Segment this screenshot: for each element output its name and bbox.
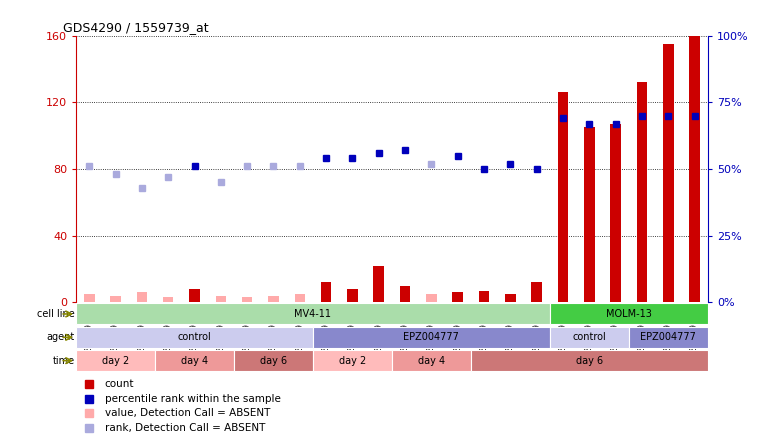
- Bar: [215, 296, 226, 302]
- Text: day 4: day 4: [418, 356, 445, 366]
- Text: GDS4290 / 1559739_at: GDS4290 / 1559739_at: [63, 21, 209, 34]
- Text: day 6: day 6: [576, 356, 603, 366]
- Text: control: control: [177, 332, 212, 342]
- Bar: [163, 297, 174, 302]
- Bar: [155, 350, 234, 371]
- Text: EPZ004777: EPZ004777: [403, 332, 460, 342]
- Bar: [392, 350, 471, 371]
- Text: percentile rank within the sample: percentile rank within the sample: [104, 393, 280, 404]
- Text: agent: agent: [46, 332, 75, 342]
- Bar: [374, 266, 384, 302]
- Bar: [479, 291, 489, 302]
- Text: rank, Detection Call = ABSENT: rank, Detection Call = ABSENT: [104, 423, 265, 433]
- Bar: [110, 296, 121, 302]
- Text: day 6: day 6: [260, 356, 287, 366]
- Bar: [295, 294, 305, 302]
- Text: day 2: day 2: [102, 356, 129, 366]
- Bar: [400, 285, 410, 302]
- Bar: [689, 36, 700, 302]
- Bar: [242, 297, 253, 302]
- Text: cell line: cell line: [37, 309, 75, 319]
- Bar: [426, 294, 437, 302]
- Bar: [313, 327, 549, 348]
- Bar: [347, 289, 358, 302]
- Bar: [189, 289, 200, 302]
- Text: time: time: [53, 356, 75, 366]
- Bar: [76, 327, 313, 348]
- Bar: [471, 350, 708, 371]
- Bar: [558, 92, 568, 302]
- Bar: [610, 124, 621, 302]
- Text: count: count: [104, 379, 134, 389]
- Bar: [76, 350, 155, 371]
- Bar: [505, 294, 516, 302]
- Bar: [313, 350, 392, 371]
- Text: control: control: [572, 332, 607, 342]
- Bar: [531, 282, 542, 302]
- Text: value, Detection Call = ABSENT: value, Detection Call = ABSENT: [104, 408, 270, 418]
- Bar: [76, 303, 549, 325]
- Bar: [268, 296, 279, 302]
- Bar: [637, 82, 647, 302]
- Bar: [234, 350, 313, 371]
- Bar: [137, 292, 147, 302]
- Text: day 4: day 4: [181, 356, 208, 366]
- Bar: [629, 327, 708, 348]
- Bar: [84, 294, 94, 302]
- Bar: [453, 292, 463, 302]
- Bar: [584, 127, 594, 302]
- Text: day 2: day 2: [339, 356, 366, 366]
- Bar: [321, 282, 331, 302]
- Text: EPZ004777: EPZ004777: [640, 332, 696, 342]
- Bar: [663, 44, 673, 302]
- Bar: [549, 327, 629, 348]
- Text: MV4-11: MV4-11: [295, 309, 332, 319]
- Bar: [549, 303, 708, 325]
- Text: MOLM-13: MOLM-13: [606, 309, 651, 319]
